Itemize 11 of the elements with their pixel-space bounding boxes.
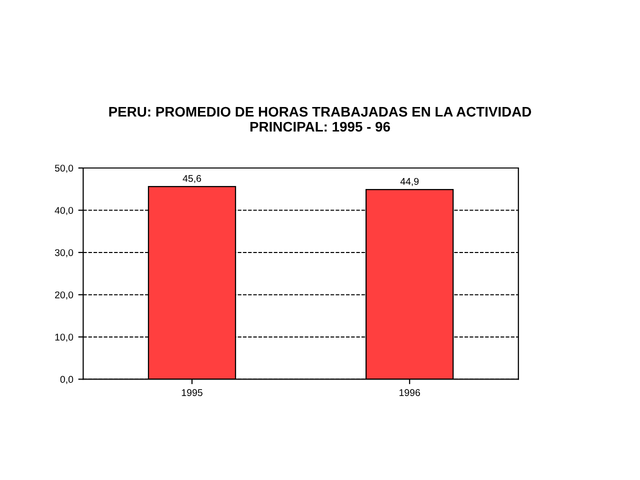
x-tick-label: 1995 xyxy=(182,389,202,396)
y-tick-label: 30,0 xyxy=(54,249,74,258)
data-label: 45,6 xyxy=(182,175,202,184)
data-label: 44,9 xyxy=(400,178,419,186)
y-tick-label: 10,0 xyxy=(55,334,74,342)
chart-title: PERU: PROMEDIO DE HORAS TRABAJADAS EN LA ACTIVIDAD PRINCIPAL: 1995 - 96 xyxy=(109,106,532,132)
y-tick-label: 20,0 xyxy=(55,291,74,300)
x-tick-label: 1996 xyxy=(400,389,420,396)
y-tick-label: 0,0 xyxy=(60,376,74,384)
y-tick-label: 50,0 xyxy=(54,164,74,173)
y-tick-label: 40,0 xyxy=(54,206,74,216)
